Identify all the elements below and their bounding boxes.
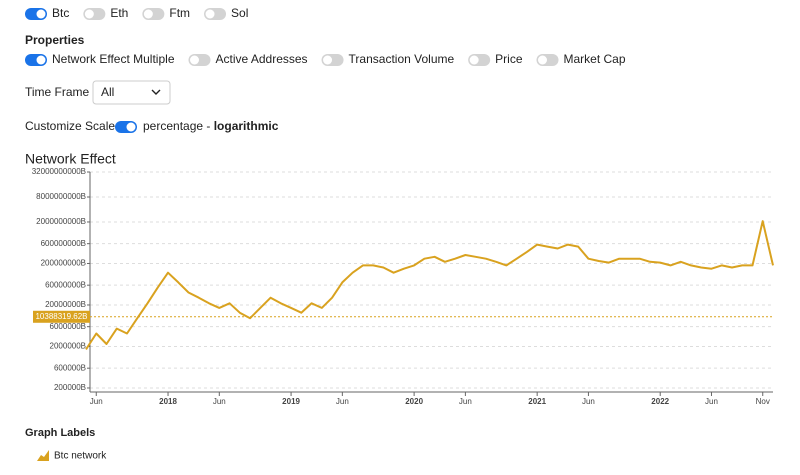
time-frame-select[interactable] — [92, 80, 171, 105]
toggle-label: Network Effect Multiple — [52, 52, 175, 66]
chevron — [151, 89, 161, 95]
x-tick-label: 2019 — [282, 397, 300, 406]
x-tick-label: Jun — [213, 397, 226, 406]
time-frame-label: Time Frame — [25, 85, 90, 99]
scale-label: Customize Scale — [25, 119, 115, 133]
toggle-label: Transaction Volume — [349, 52, 455, 66]
scale-mode: percentage - — [143, 119, 214, 133]
y-tick-label: 600000B — [54, 363, 86, 372]
legend-label: Btc network — [54, 451, 107, 462]
y-tick-label: 2000000000B — [36, 217, 86, 226]
toggle-label: Ftm — [169, 6, 190, 20]
toggle-knob — [84, 9, 94, 19]
x-tick-label: Jun — [459, 397, 472, 406]
toggle-knob — [205, 9, 215, 19]
y-tick-label: 60000000B — [45, 280, 86, 289]
toggle-label: Market Cap — [564, 52, 626, 66]
properties-title: Properties — [25, 33, 85, 47]
toggle-knob — [190, 55, 199, 65]
toggle-label: Eth — [110, 6, 128, 20]
y-tick-label: 200000B — [54, 383, 86, 392]
y-tick-label: 32000000000B — [32, 167, 86, 176]
legend-title: Graph Labels — [25, 427, 95, 439]
toggle-label: Price — [495, 52, 523, 66]
toggle-knob — [538, 55, 547, 65]
toggle-label: Btc — [52, 6, 69, 20]
x-tick-label: 2020 — [405, 397, 423, 406]
x-tick-label: 2018 — [159, 397, 177, 406]
y-tick-label: 2000000B — [50, 342, 86, 351]
x-tick-label: Jun — [90, 397, 103, 406]
y-tick-label: 6000000B — [50, 322, 86, 331]
time-frame-value: All — [101, 85, 114, 99]
x-tick-label: Jun — [336, 397, 349, 406]
toggle-knob — [36, 9, 46, 19]
x-tick-label: 2022 — [651, 397, 669, 406]
series-line — [85, 220, 774, 350]
toggle-label: Sol — [231, 6, 248, 20]
scale-emphasis: logarithmic — [214, 119, 279, 133]
legend-icon — [37, 450, 49, 461]
toggle-knob — [323, 55, 333, 65]
crosshair-label: 10388319.62B — [35, 312, 87, 321]
chart-title: Network Effect — [25, 151, 116, 167]
x-tick-label: 2021 — [528, 397, 546, 406]
toggle-knob — [143, 9, 153, 19]
y-tick-label: 8000000000B — [36, 192, 86, 201]
toggle-knob — [469, 55, 479, 65]
toggle-knob — [36, 55, 46, 65]
scale-text: percentage - logarithmic — [143, 119, 279, 133]
x-tick-label: Jun — [582, 397, 595, 406]
x-tick-label: Nov — [756, 397, 770, 406]
toggle-knob — [126, 122, 136, 132]
x-tick-label: Jun — [705, 397, 718, 406]
toggle-label: Active Addresses — [216, 52, 308, 66]
y-tick-label: 200000000B — [41, 259, 86, 268]
crosshair-box — [33, 310, 90, 323]
y-tick-label: 20000000B — [45, 300, 86, 309]
y-tick-label: 600000000B — [41, 239, 86, 248]
